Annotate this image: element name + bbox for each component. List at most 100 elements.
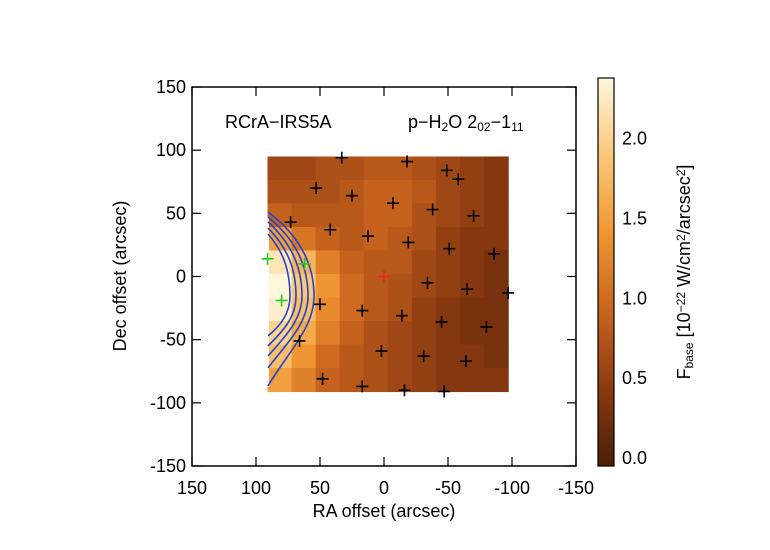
heatmap-cell: [387, 250, 413, 275]
spaxel-marker: [502, 286, 515, 299]
heatmap-cell: [267, 156, 293, 181]
axes: 150 100 50 0 -50 -100 -150 -150 -100 -50 0 50 100 150…: [150, 77, 647, 498]
heatmap-cell: [460, 297, 485, 322]
heatmap-cell: [315, 156, 341, 181]
heatmap-cell: [411, 273, 437, 299]
spaxel-marker: [324, 223, 337, 236]
spaxel-marker: [452, 173, 465, 186]
heatmap-cell: [387, 273, 413, 299]
heatmap-cell: [411, 156, 437, 181]
spaxel-marker: [293, 334, 306, 347]
y-tick-label: 150: [156, 77, 186, 97]
spaxel-marker: [356, 304, 369, 317]
spaxel-marker: [461, 283, 474, 296]
heatmap-cell: [411, 320, 437, 346]
heatmap-cell: [484, 320, 509, 346]
spaxel-marker: [459, 355, 472, 368]
heatmap-cell: [315, 250, 341, 275]
text-part: p−H: [408, 112, 442, 132]
heatmap-cell: [339, 203, 365, 228]
heatmap-cell: [435, 344, 461, 369]
heatmap-cell: [484, 344, 509, 369]
contour: [267, 211, 315, 387]
heatmap-cell: [411, 297, 437, 322]
x-tick-label: 150: [177, 478, 207, 498]
spaxel-marker: [386, 197, 399, 210]
heatmap-cell: [363, 344, 389, 369]
heatmap-cell: [435, 367, 461, 393]
spaxel-marker: [395, 309, 408, 322]
x-tick-label: 0: [379, 478, 389, 498]
heatmap-cell: [339, 297, 365, 322]
heatmap-cell: [411, 226, 437, 252]
heatmap-cell: [387, 297, 413, 322]
x-tick-label: 100: [241, 478, 271, 498]
colorbar: [597, 77, 615, 467]
heatmap-cell: [460, 179, 485, 205]
heatmap-cell: [339, 367, 365, 393]
heatmap-cell: [411, 367, 437, 393]
heatmap-cell: [363, 320, 389, 346]
spaxel-marker: [356, 380, 369, 393]
text-part: [10: [674, 312, 694, 342]
spaxel-marker: [314, 298, 326, 311]
heatmap-cell: [387, 367, 413, 393]
y-tick-label: 0: [176, 267, 186, 287]
contour: [267, 227, 297, 347]
text-part: W/cm: [674, 241, 694, 292]
y-tick-label: 50: [166, 203, 186, 223]
spaxel-marker: [298, 257, 311, 270]
heatmap-cell: [460, 226, 485, 252]
spaxel-marker: [378, 270, 390, 283]
heatmap-cell: [339, 273, 365, 299]
heatmap-cell: [411, 179, 437, 205]
spaxel-marker: [375, 345, 388, 358]
heatmap-cell: [291, 344, 317, 369]
heatmap-cell: [315, 367, 341, 393]
x-tick-label: -50: [435, 478, 461, 498]
heatmap-cell: [339, 320, 365, 346]
heatmap-cell: [435, 273, 461, 299]
heatmap-cell: [435, 226, 461, 252]
spaxel-marker: [402, 236, 415, 249]
heatmap-cell: [435, 320, 461, 346]
heatmap-cell: [363, 156, 389, 181]
colorbar-label: Fbase [10−22 W/cm2/arcsec2]: [674, 165, 696, 380]
heatmap-cell: [315, 226, 341, 252]
heatmap-cell: [460, 250, 485, 275]
text-part: −1: [491, 112, 512, 132]
heatmap-cell: [339, 250, 365, 275]
spaxel-marker: [335, 151, 348, 164]
spaxel-marker: [467, 209, 480, 222]
text-part: 2: [674, 169, 688, 176]
spaxel-marker: [443, 242, 456, 255]
heatmap-cell: [315, 179, 341, 205]
spaxel-marker: [261, 252, 274, 265]
text-part: F: [674, 368, 694, 379]
contour: [267, 216, 309, 369]
heatmap-cell: [435, 203, 461, 228]
heatmap-cell: [484, 226, 509, 252]
heatmap-cell: [291, 179, 317, 205]
heatmap-cell: [435, 179, 461, 205]
heatmap-cell: [484, 203, 509, 228]
text-part: 02: [477, 120, 491, 134]
heatmap-cell: [460, 156, 485, 181]
text-part: 2: [442, 120, 449, 134]
x-tick-label: 50: [310, 478, 330, 498]
text-part: ]: [674, 165, 694, 170]
heatmap-cell: [460, 367, 485, 393]
heatmap-cell: [460, 320, 485, 346]
contour: [267, 233, 291, 337]
heatmap-cell: [291, 156, 317, 181]
spaxel-marker: [488, 247, 501, 260]
text-part: base: [682, 342, 696, 368]
spaxel-marker: [435, 315, 448, 328]
spaxel-marker: [438, 385, 451, 398]
heatmap-cell: [387, 320, 413, 346]
heatmap-cell: [339, 156, 365, 181]
heatmap-cell: [315, 203, 341, 228]
heatmap-cell: [460, 273, 485, 299]
y-tick-label: -50: [160, 330, 186, 350]
annotation: p−H2O 202−111: [408, 112, 524, 134]
